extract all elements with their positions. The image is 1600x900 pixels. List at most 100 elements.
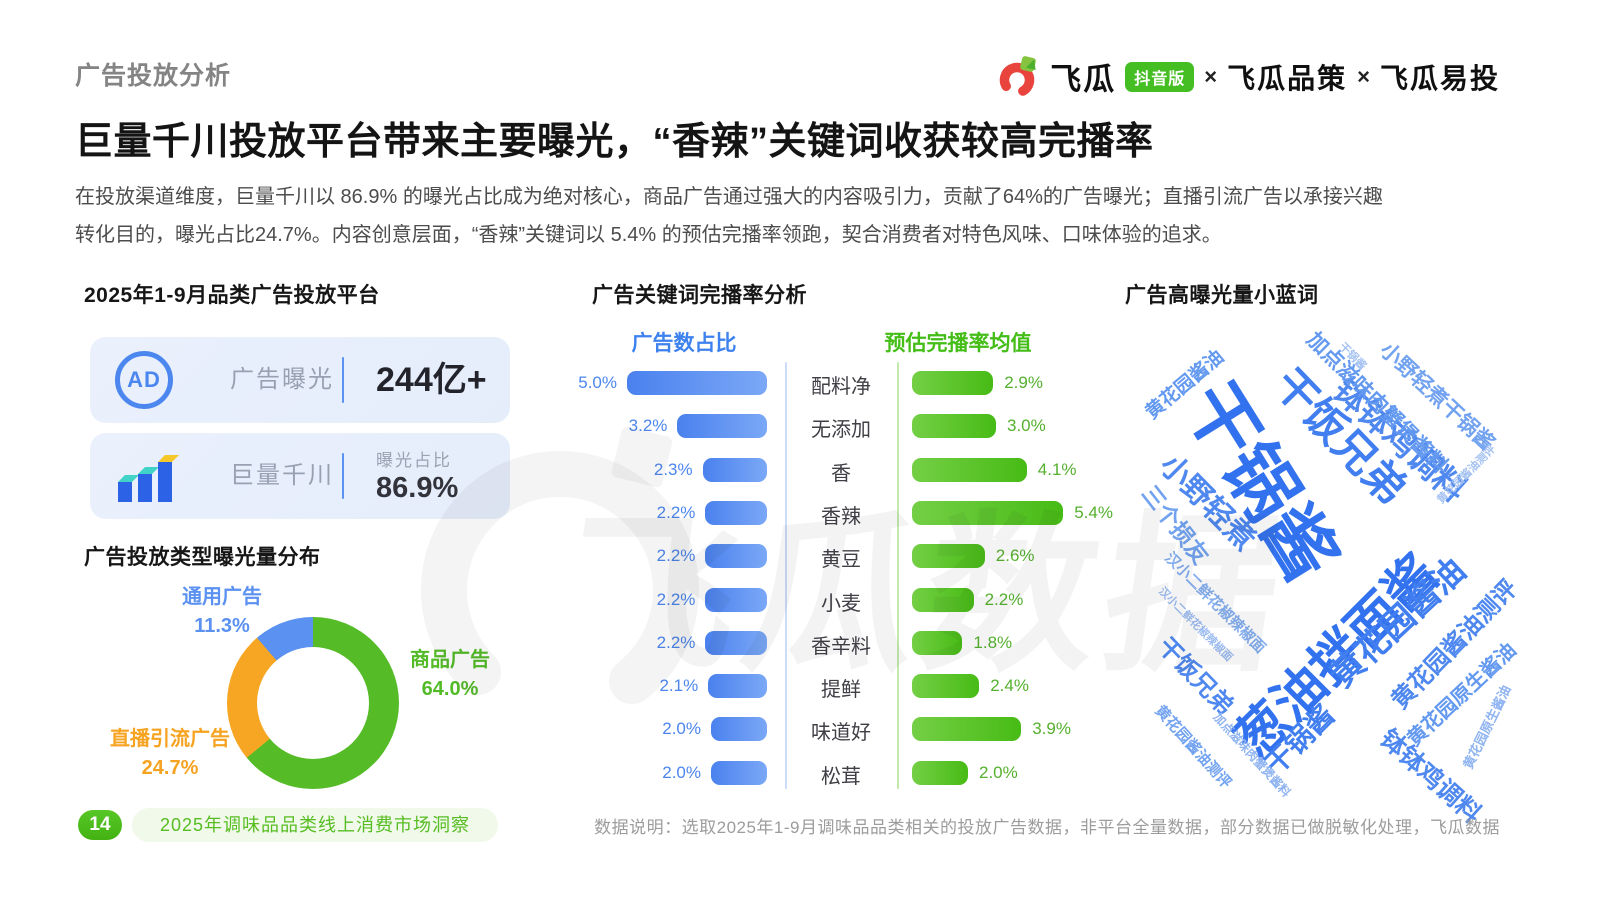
completion-rate-header: 预估完播率均值 (884, 332, 1032, 355)
ad-share-header: 广告数占比 (631, 332, 737, 355)
brand-name: 飞瓜 (1050, 62, 1117, 97)
page-number-badge: 14 (78, 810, 122, 840)
keyword-row: 2.2% 小麦 2.2% (570, 578, 1110, 621)
intro-line-1: 在投放渠道维度，巨量千川以 86.9% 的曝光占比成为绝对核心，商品广告通过强大… (75, 186, 1383, 208)
ad-share-value: 2.2% (656, 589, 696, 609)
completion-rate-value: 4.1% (1037, 459, 1077, 479)
slice-value: 64.0% (421, 678, 479, 700)
brand-separator: × (1204, 63, 1218, 89)
keyword-row: 5.0% 配料净 2.9% (570, 361, 1110, 404)
keyword-label: 无添加 (811, 419, 871, 442)
page-title: 巨量千川投放平台带来主要曝光，“香辣”关键词收获较高完播率 (75, 121, 1154, 163)
keyword-row: 3.2% 无添加 3.0% (570, 404, 1110, 447)
keyword-row: 2.2% 香辣 5.4% (570, 491, 1113, 534)
slice-label: 直播引流广告 (110, 728, 230, 750)
keyword-row: 2.0% 味道好 3.9% (570, 707, 1110, 750)
keyword-label: 黄豆 (821, 549, 861, 572)
keyword-label: 香 (831, 462, 851, 485)
keyword-row: 2.1% 提鲜 2.4% (570, 664, 1110, 707)
ad-share-value: 2.2% (656, 546, 696, 566)
rising-bars-icon (118, 455, 179, 502)
completion-rate-bar (912, 587, 974, 612)
donut-label-live-ad: 直播引流广告 24.7% (72, 725, 268, 783)
ad-share-bar (705, 630, 767, 655)
feigua-logo-icon (999, 55, 1037, 97)
ad-share-bar (708, 674, 767, 699)
completion-rate-value: 2.0% (979, 762, 1018, 782)
left-axis-line (785, 362, 787, 789)
completion-rate-value: 2.2% (984, 589, 1024, 609)
card-label: 广告曝光 (230, 366, 334, 393)
keyword-row: 2.2% 香辛料 1.8% (570, 621, 1110, 664)
ad-share-bar (711, 717, 767, 742)
keyword-row: 2.3% 香 4.1% (570, 448, 1110, 491)
ad-share-value: 2.0% (662, 719, 701, 739)
juliang-qianchuan-card: 巨量千川 曝光占比 86.9% (90, 433, 510, 519)
middle-panel-title: 广告关键词完播率分析 (592, 284, 807, 307)
completion-rate-bar (912, 500, 1064, 525)
card-divider (342, 453, 344, 499)
left-panel-title: 2025年1-9月品类广告投放平台 (84, 284, 380, 307)
keyword-row: 2.0% 松茸 2.0% (570, 751, 1110, 794)
completion-rate-value: 3.0% (1007, 416, 1046, 436)
completion-rate-value: 2.9% (1004, 373, 1043, 392)
completion-rate-value: 5.4% (1074, 502, 1113, 522)
donut-label-generic-ad: 通用广告 11.3% (132, 583, 312, 641)
keyword-tornado-chart: 5.0% 配料净 2.9% 3.2% 无添加 3.0% 2.3% 香 4.1% 2.2% 香辣 5.4… (570, 359, 1113, 794)
slice-label: 商品广告 (410, 649, 490, 671)
section-label: 广告投放分析 (75, 62, 232, 90)
completion-rate-bar (912, 457, 1027, 482)
ad-share-value: 5.0% (578, 373, 617, 392)
brand-partner-pince: 飞瓜品策 (1227, 62, 1348, 94)
slice-label: 通用广告 (182, 586, 262, 608)
keyword-label: 味道好 (811, 722, 871, 745)
completion-rate-value: 3.9% (1032, 719, 1071, 739)
completion-rate-value: 1.8% (973, 632, 1013, 652)
ad-share-value: 2.2% (656, 632, 696, 652)
right-axis-line (897, 362, 899, 789)
card-label: 巨量千川 (230, 462, 334, 489)
ad-share-bar (702, 457, 767, 482)
ad-badge-icon: AD (115, 351, 173, 409)
keyword-row: 2.2% 黄豆 2.6% (570, 534, 1110, 577)
completion-rate-bar (912, 371, 994, 395)
keyword-label: 小麦 (821, 592, 861, 615)
completion-rate-value: 2.6% (995, 546, 1035, 566)
completion-rate-bar (912, 630, 963, 655)
douyin-edition-badge: 抖音版 (1125, 61, 1195, 92)
right-panel-title: 广告高曝光量小蓝词 (1125, 284, 1319, 307)
ad-exposure-value: 244亿+ (376, 361, 487, 399)
slice-value: 11.3% (194, 615, 250, 637)
completion-rate-bar (912, 717, 1022, 742)
keyword-label: 提鲜 (821, 679, 861, 702)
donut-label-product-ad: 商品广告 64.0% (360, 646, 540, 704)
card-divider (342, 357, 344, 403)
keyword-label: 香辣 (821, 505, 861, 528)
ad-share-value: 2.2% (656, 502, 696, 522)
data-source-note: 数据说明：选取2025年1-9月调味品品类相关的投放广告数据，非平台全量数据，部… (594, 818, 1500, 837)
ad-share-bar (705, 544, 767, 569)
ad-share-bar (677, 414, 767, 439)
completion-rate-bar (912, 760, 968, 785)
metric-label: 曝光占比 (376, 451, 452, 470)
ad-share-bar (705, 587, 767, 612)
ad-share-value: 2.1% (659, 676, 699, 696)
keyword-label: 松茸 (821, 765, 861, 788)
ad-share-value: 2.3% (653, 459, 693, 479)
exposure-share-value: 86.9% (376, 472, 459, 504)
brand-partner-yitou: 飞瓜易投 (1379, 62, 1500, 94)
intro-line-2: 转化目的，曝光占比24.7%。内容创意层面，“香辣”关键词以 5.4% 的预估完… (75, 224, 1222, 246)
keyword-label: 配料净 (811, 376, 871, 398)
brand-separator: × (1357, 63, 1370, 89)
intro-paragraph: 在投放渠道维度，巨量千川以 86.9% 的曝光占比成为绝对核心，商品广告通过强大… (75, 178, 1383, 254)
ad-share-bar (627, 371, 767, 395)
donut-chart-title: 广告投放类型曝光量分布 (84, 546, 321, 569)
completion-rate-bar (912, 414, 996, 439)
brand-logo-group: 飞瓜 抖音版 × 飞瓜品策 × 飞瓜易投 (997, 54, 1500, 99)
completion-rate-bar (912, 544, 985, 569)
ad-exposure-card: AD 广告曝光 244亿+ (90, 337, 510, 423)
report-title-pill: 2025年调味品品类线上消费市场洞察 (132, 808, 499, 842)
ad-share-bar (711, 760, 767, 785)
keyword-label: 香辛料 (811, 635, 871, 658)
